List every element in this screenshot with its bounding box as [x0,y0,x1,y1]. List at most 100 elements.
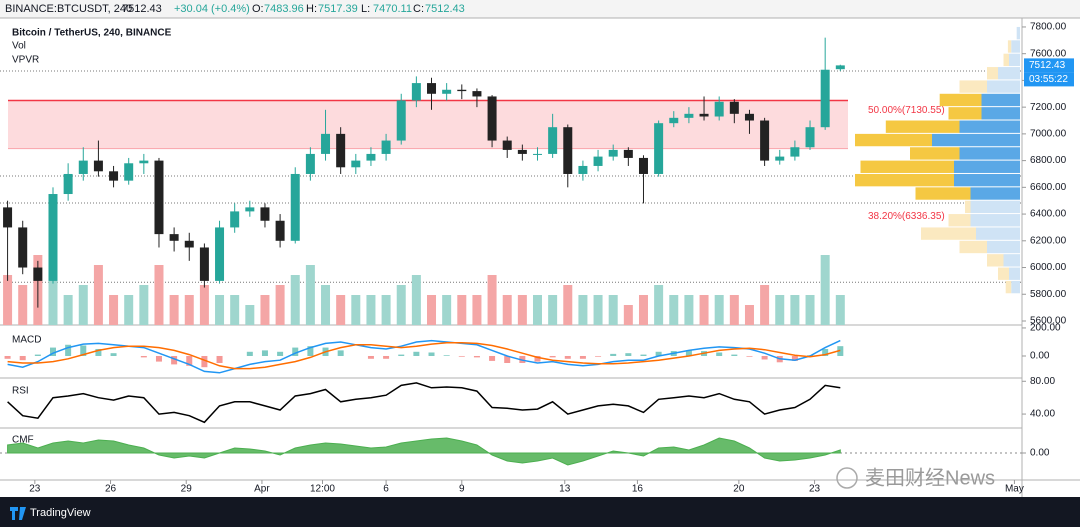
macd-hist [171,355,178,365]
macd-hist [443,355,450,356]
vpvr-up [1009,267,1020,280]
macd-hist [140,355,147,358]
candle-body [729,101,739,114]
candle-body [820,69,830,128]
vpvr-down [959,80,987,93]
macd-hist [716,352,723,356]
volume-bar [714,295,724,325]
candle-body [63,173,73,195]
candle-body [139,160,149,164]
candle-body [532,153,542,155]
vpvr-down [910,147,960,160]
vpvr-up [1011,40,1020,53]
macd-hist [383,355,390,359]
vpvr-down [948,107,982,120]
x-tick-label: 6 [383,484,389,495]
macd-hist [791,355,798,361]
candle-body [305,153,315,174]
pane-label: RSI [12,386,29,397]
macd-hist [34,354,41,356]
vpvr-down [959,240,987,254]
macd-hist [625,353,632,356]
volume-bar [517,295,527,325]
vpvr-down [987,67,998,80]
macd-hist [110,353,117,356]
candle-body [654,123,664,174]
cmf-area [7,437,841,466]
volume-bar [396,285,406,325]
volume-bar [563,285,573,325]
vpvr-down [1007,40,1012,53]
macd-hist [95,348,102,356]
vpvr-down [860,160,954,173]
candle-body [744,113,754,121]
x-tick-label: 23 [29,484,41,495]
volume-bar [760,285,770,325]
volume-bar [48,275,58,325]
volume-bar [93,265,103,325]
ohlc-label: C: [413,3,424,15]
signal-line [7,341,841,370]
y-tick-label: 200.00 [1030,323,1061,334]
vpvr-up [959,120,1020,133]
macd-hist [655,351,662,356]
vpvr-up [1003,254,1020,267]
macd-hist [428,352,435,356]
macd-hist [579,355,586,359]
x-tick-label: 29 [181,484,193,495]
candle-body [275,220,285,241]
header-bar [0,0,1080,18]
volume-bar [593,295,603,325]
candle-body [517,149,527,154]
candle-body [199,247,209,281]
x-tick-label: 23 [809,484,821,495]
volume-bar [790,295,800,325]
volume-bar [775,295,785,325]
pane-label: CMF [12,435,34,446]
vpvr-down [965,200,971,214]
volume-bar [608,295,618,325]
volume-bar [623,305,633,325]
volume-bar [411,275,421,325]
price-box-label: 7512.43 [1029,60,1066,71]
macd-hist [822,348,829,356]
candle-body [290,173,300,241]
vpvr-down [915,187,971,200]
candle-body [684,113,694,118]
vpvr-up [1011,280,1020,294]
candle-body [669,117,679,124]
volume-bar [245,305,255,325]
volume-bar [532,295,542,325]
volume-bar [124,295,134,325]
macd-hist [186,355,193,366]
vpvr-up [1009,53,1020,67]
candle-body [563,127,573,174]
vpvr-up [998,67,1020,80]
volume-bar [578,295,588,325]
candle-body [260,207,270,221]
ohlc-label: O: [252,3,264,15]
ohlc-value: 7517.39 [318,3,358,15]
volume-bar [109,295,119,325]
volume-bar [744,305,754,325]
y-tick-label: 6400.00 [1030,209,1067,220]
y-tick-label: 0.00 [1030,351,1050,362]
volume-bar [366,295,376,325]
candle-body [33,267,43,281]
vpvr-up [981,93,1020,107]
candle-body [321,133,331,154]
y-tick-label: 5800.00 [1030,289,1067,300]
watermark-icon [836,467,858,489]
vpvr-up [987,80,1020,93]
volume-bar [805,295,815,325]
y-tick-label: 7200.00 [1030,102,1067,113]
candle-body [805,127,815,148]
y-tick-label: 6200.00 [1030,235,1067,246]
macd-hist [458,355,465,357]
candle-body [457,89,467,92]
macd-hist [504,355,511,363]
candle-body [215,227,225,281]
macd-hist [367,355,374,359]
y-tick-label: 0.00 [1030,448,1050,459]
macd-hist [155,355,162,362]
